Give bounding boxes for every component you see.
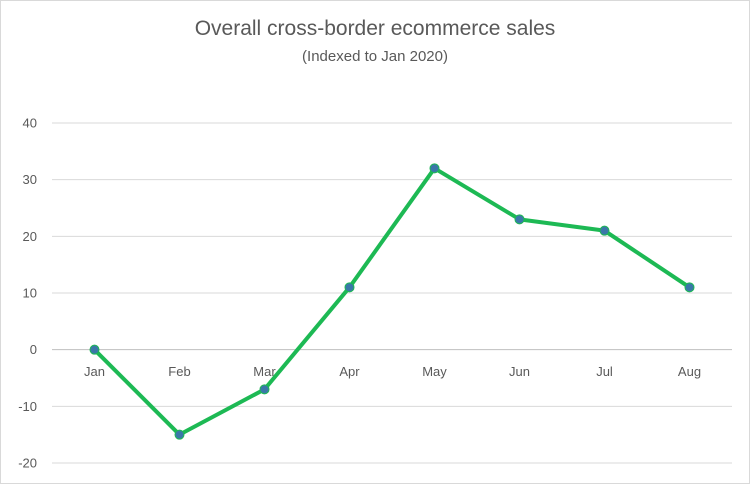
data-point (684, 282, 695, 293)
x-tick-label: Apr (339, 364, 360, 379)
chart-subtitle: (Indexed to Jan 2020) (302, 48, 448, 65)
x-tick-label: Feb (168, 364, 190, 379)
chart-title: Overall cross-border ecommerce sales (194, 17, 556, 40)
data-point (344, 282, 355, 293)
y-tick-label: 40 (23, 116, 37, 131)
x-tick-label: Jul (596, 364, 613, 379)
y-tick-label: -20 (18, 456, 37, 471)
y-tick-label: 20 (23, 229, 37, 244)
data-point (429, 163, 440, 174)
series-line (92, 166, 692, 437)
data-point (599, 225, 610, 236)
y-tick-label: 10 (23, 286, 37, 301)
data-point (89, 344, 100, 355)
y-tick-label: -10 (18, 399, 37, 414)
x-tick-label: May (422, 364, 447, 379)
x-tick-label: Mar (253, 364, 276, 379)
x-axis-ticks: Jan Feb Mar Apr May Jun Jul Aug (84, 364, 701, 379)
y-tick-label: 30 (23, 172, 37, 187)
x-tick-label: Jun (509, 364, 530, 379)
y-tick-label: 0 (30, 342, 37, 357)
series-lines (92, 166, 692, 437)
y-axis-ticks: 40 30 20 10 0 -10 -20 (18, 116, 37, 471)
x-tick-label: Aug (678, 364, 701, 379)
x-tick-label: Jan (84, 364, 105, 379)
gridlines (52, 122, 732, 464)
data-point (259, 384, 270, 395)
series-markers (89, 163, 695, 440)
data-point (514, 214, 525, 225)
data-point (174, 429, 185, 440)
